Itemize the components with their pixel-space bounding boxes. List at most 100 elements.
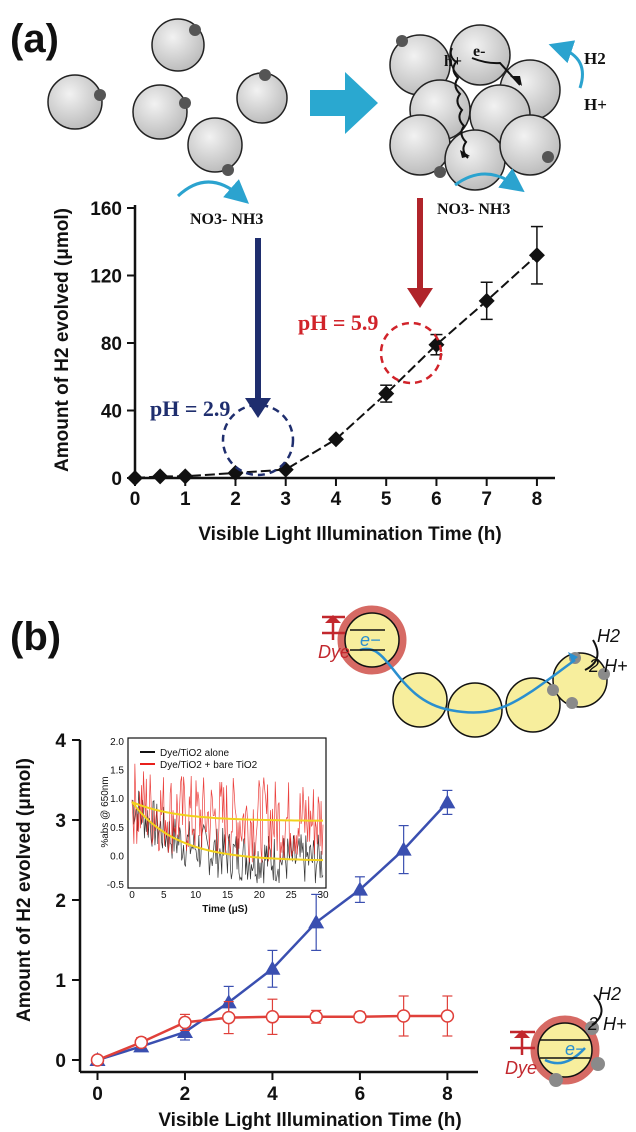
chart-a-point [478,292,495,309]
chart-a-point [152,468,169,485]
hplus-label: H+ [584,95,607,114]
inset-fit-curve [131,801,324,822]
hole-label: h+ [444,53,462,70]
inset-ylabel: %abs @ 650nm [100,776,111,847]
chart-b-point [178,1015,192,1030]
chart-b-xtick-label: 8 [442,1084,453,1105]
top-dye-label: Dye [318,642,350,662]
chart-b-point [439,794,456,809]
top-2h-label: 2 H+ [588,656,628,676]
chart-a-point [277,461,294,478]
electron-label: e- [473,43,485,60]
inset-xlabel: Time (μS) [202,904,247,915]
chart-b-point [396,1009,411,1023]
chart-a-point [177,468,194,485]
inset-legend-1: Dye/TiO2 alone [160,748,230,759]
inset-ytick-label: 2.0 [110,737,124,748]
chart-b-xtick-label: 4 [267,1084,278,1105]
panel-b-label: (b) [10,615,61,659]
bottom-2h-label: 2 H+ [587,1014,627,1034]
chart-b-point [353,1010,367,1024]
chart-a-point [327,431,344,448]
ph-high-circle [379,321,443,385]
chart-a-xtick-label: 8 [532,489,543,510]
chart-a-xtick-label: 2 [230,489,241,510]
top-h2-label: H2 [597,626,620,646]
chart-a-xtick-label: 6 [431,489,442,510]
dispersed-particles [47,18,288,176]
top-electron-label: e− [360,630,381,650]
inset-ytick-label: 1.0 [110,794,124,805]
inset-ytick-label: 0.0 [110,851,124,862]
chart-a-ytick-label: 120 [90,267,122,288]
inset-legend-2: Dye/TiO2 + bare TiO2 [160,760,258,771]
chart-a-point [378,385,395,402]
bottom-h2-label: H2 [598,984,621,1004]
inset-xtick-label: 10 [190,890,202,901]
chart-a-series-line [134,254,538,479]
chart-a-point [127,470,143,486]
chart-a-xtick-label: 1 [180,489,191,510]
chart-b-xlabel: Visible Light Illumination Time (h) [158,1110,461,1131]
inset-ytick-label: 1.5 [110,766,124,777]
chain-particles [322,605,610,738]
chart-b-ylabel: Amount of H2 evolved (μmol) [14,758,35,1022]
chart-b-ytick-label: 0 [55,1051,66,1072]
single-particle [510,1015,605,1087]
process-arrow-icon [310,72,378,134]
chart-b-point [440,1009,455,1023]
chart-b-ytick-label: 4 [55,731,66,752]
chart-b-point [134,1035,148,1050]
inset-chart: 0 5 10 15 20 25 30 -0.5 0.0 0.5 1.0 1.5 2.0 [107,737,329,901]
chart-a-xtick-label: 3 [280,489,291,510]
panel-a-label: (a) [10,17,59,61]
chem-right: NO3- NH3 [437,201,510,218]
chart-a-ytick-label: 160 [90,199,122,220]
chart-b-ytick-label: 2 [55,891,66,912]
chart-a-xtick-label: 5 [381,489,392,510]
inset-noise-trace [131,763,324,863]
chart-b-xtick-label: 6 [355,1084,366,1105]
bottom-electron-label: e− [565,1039,586,1059]
chart-a-xtick-label: 7 [481,489,492,510]
ph-low-circle [221,403,295,477]
chart-b-ytick-label: 1 [55,971,66,992]
inset-xtick-label: 0 [129,890,135,901]
inset-xtick-label: 5 [161,890,167,901]
aggregated-particles [389,24,561,191]
chart-b-point [221,1010,236,1025]
chart-b-ytick-label: 3 [55,811,66,832]
inset-fit-curve [131,801,324,862]
chart-b: 0 2 4 6 8 0 1 2 3 4 [55,731,478,1105]
inset-xtick-label: 20 [254,890,266,901]
chart-a-xlabel: Visible Light Illumination Time (h) [198,524,501,545]
chart-a-ytick-label: 0 [111,469,122,490]
inset-xtick-label: 25 [286,890,298,901]
chart-a-xtick-label: 4 [331,489,342,510]
h2-label: H2 [584,49,606,68]
inset-xtick-label: 30 [317,890,329,901]
chart-b-point [90,1053,105,1067]
inset-xtick-label: 15 [222,890,234,901]
chart-a-ytick-label: 80 [101,334,122,355]
chart-b-xtick-label: 2 [180,1084,191,1105]
ph-high-label: pH = 5.9 [298,310,378,335]
chart-b-point [264,960,281,975]
chart-a-point [528,247,545,264]
ph-low-label: pH = 2.9 [150,396,230,421]
chart-b-point [395,841,412,856]
inset-ytick-label: -0.5 [107,880,125,891]
bottom-dye-label: Dye [505,1058,537,1078]
chart-a-ylabel: Amount of H2 evolved (μmol) [52,208,73,472]
chart-a-xtick-label: 0 [130,489,141,510]
inset-ytick-label: 0.5 [110,823,124,834]
chart-a-ytick-label: 40 [101,402,122,423]
chart-b-point [351,881,368,896]
chart-b-point [265,1010,280,1024]
chart-b-point [308,914,325,929]
chart-b-xtick-label: 0 [92,1084,103,1105]
chart-b-point [309,1010,323,1024]
chem-left: NO3- NH3 [190,211,263,228]
